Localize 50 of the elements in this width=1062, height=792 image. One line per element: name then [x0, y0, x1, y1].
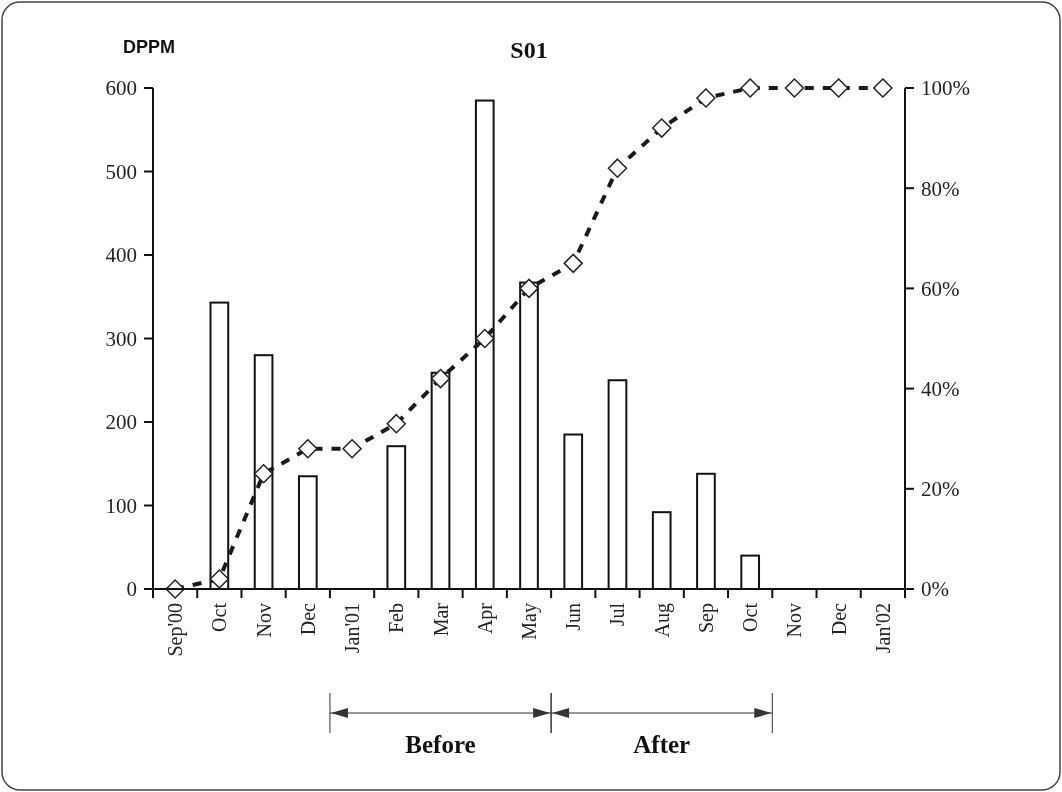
- point: [475, 328, 495, 349]
- y-tick-label: 400: [105, 243, 137, 268]
- x-tick-label: Oct: [739, 602, 762, 632]
- point: [298, 438, 318, 459]
- chart-title: S01: [510, 37, 548, 63]
- point: [209, 569, 230, 589]
- x-tick-label: May: [518, 603, 541, 640]
- x-tick-label: Nov: [783, 603, 806, 638]
- x-tick-label: Dec: [296, 602, 319, 636]
- point: [607, 158, 628, 178]
- x-tick-label: Apr: [473, 602, 497, 635]
- point: [386, 413, 407, 434]
- point: [696, 88, 716, 108]
- x-tick-label: Oct: [208, 602, 231, 632]
- y2-tick-label: 0%: [921, 577, 949, 602]
- point: [519, 278, 539, 299]
- point: [253, 464, 274, 484]
- y2-tick-label: 80%: [921, 176, 960, 201]
- point: [342, 438, 362, 459]
- text: After: [633, 731, 691, 758]
- point: [784, 78, 805, 98]
- x-tick-label: Nov: [252, 603, 275, 638]
- y2-tick-label: 60%: [921, 276, 960, 301]
- y2-tick-label: 100%: [921, 76, 970, 101]
- y2-tick-label: 40%: [921, 376, 960, 401]
- point: [430, 368, 451, 389]
- point: [563, 253, 583, 274]
- x-tick-label: Jul: [606, 602, 629, 627]
- x-tick-label: Aug: [650, 603, 674, 638]
- x-tick-label: Jan'02: [871, 603, 894, 654]
- x-tick-label: Jun: [562, 603, 585, 631]
- y-tick-label: 100: [105, 493, 137, 518]
- point: [828, 78, 849, 98]
- y-tick-label: 300: [105, 326, 137, 351]
- y-tick-label: 600: [105, 76, 137, 101]
- point: [873, 78, 893, 98]
- x-tick-label: Dec: [827, 602, 850, 636]
- x-tick-label: Jan'01: [341, 603, 364, 654]
- text: Before: [405, 731, 476, 758]
- x-tick-label: Sep'00: [164, 603, 188, 657]
- y-tick-label: 200: [105, 410, 137, 435]
- x-tick-label: Mar: [429, 602, 452, 637]
- y-tick-label: 500: [105, 159, 137, 184]
- point: [651, 118, 672, 138]
- y2-tick-label: 20%: [921, 477, 960, 502]
- x-tick-label: Sep: [694, 603, 718, 633]
- y-tick-label: 0: [126, 577, 137, 602]
- y-axis-title: DPPM: [122, 37, 176, 57]
- x-tick-label: Feb: [385, 603, 408, 633]
- point: [740, 78, 760, 98]
